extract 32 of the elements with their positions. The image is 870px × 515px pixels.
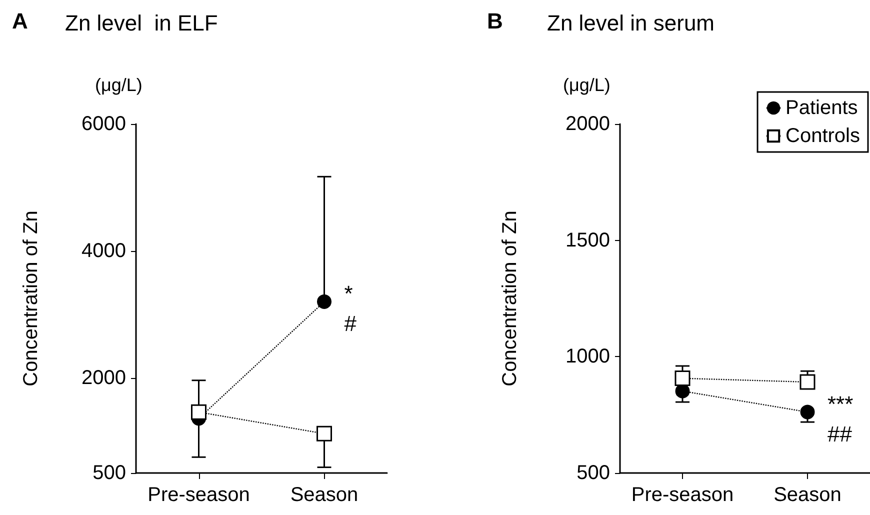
y-tick-label: 1500 bbox=[566, 229, 610, 252]
annotation: *** bbox=[828, 392, 854, 417]
text: B bbox=[487, 8, 503, 34]
y-tick-label: 2000 bbox=[566, 113, 610, 135]
point bbox=[800, 374, 816, 390]
text: (μg/L) bbox=[95, 75, 142, 95]
point bbox=[316, 426, 332, 442]
point bbox=[191, 404, 206, 420]
legend-label: Patients bbox=[786, 97, 858, 119]
x-tick-label: Pre-season bbox=[148, 484, 250, 506]
y-tick-label: 500 bbox=[576, 462, 610, 484]
y-axis-title: Concentration of Zn bbox=[499, 210, 521, 386]
x-tick-label: Pre-season bbox=[631, 484, 734, 506]
y-tick-label: 1000 bbox=[566, 346, 610, 368]
chart-title: Zn level in serum bbox=[547, 10, 715, 36]
y-tick-label: 500 bbox=[92, 462, 126, 484]
annotation: ## bbox=[828, 422, 853, 447]
x-tick-label: Season bbox=[290, 484, 358, 506]
point bbox=[800, 404, 815, 420]
x-tick-label: Season bbox=[774, 484, 842, 506]
y-tick-label: 6000 bbox=[82, 113, 126, 135]
y-tick-label: 4000 bbox=[82, 240, 126, 262]
chart-title: Zn level in ELF bbox=[65, 10, 218, 36]
text: A bbox=[12, 8, 28, 34]
legend-label: Controls bbox=[786, 125, 860, 147]
y-axis-title: Concentration of Zn bbox=[20, 210, 42, 386]
annotation: * bbox=[344, 281, 354, 306]
point bbox=[317, 294, 332, 309]
y-tick-label: 2000 bbox=[82, 366, 126, 389]
point bbox=[674, 370, 690, 386]
annotation: # bbox=[344, 311, 358, 336]
text: (μg/L) bbox=[563, 75, 610, 95]
